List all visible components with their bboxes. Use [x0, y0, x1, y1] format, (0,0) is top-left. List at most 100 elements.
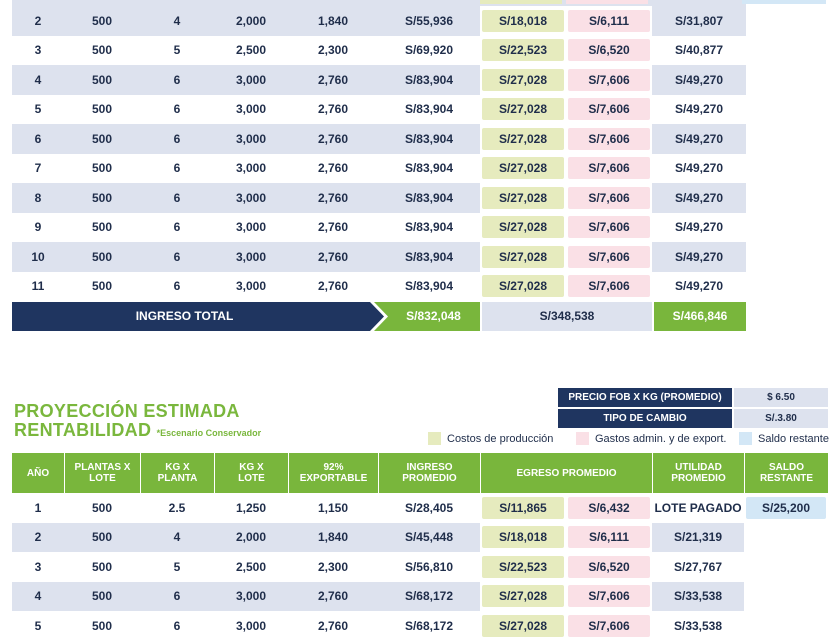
- table-cell: 3,000: [235, 618, 267, 633]
- subtitle: *Escenario Conservador: [156, 428, 262, 438]
- header-kg-planta-text: KG X PLANTA: [157, 462, 198, 484]
- table-cell: 6: [140, 242, 214, 272]
- table-cell: 9: [34, 220, 42, 235]
- table-cell: 2,760: [288, 581, 378, 611]
- table-cell: 3: [34, 559, 42, 574]
- costo-produccion-cell: S/27,028: [482, 157, 564, 180]
- gastos-cell: S/6,520: [568, 39, 650, 62]
- table-cell: S/83,904: [378, 183, 480, 213]
- table-cell: 500: [91, 279, 113, 294]
- header-plantas: PLANTAS X LOTE: [64, 453, 140, 493]
- egreso-cell: S/27,028: [480, 153, 566, 183]
- egreso-cell: S/7,606: [566, 271, 652, 301]
- table-cell: 5: [34, 102, 42, 117]
- saldo-cell: [744, 552, 829, 582]
- table-row: 2 500 4 2,000 1,840 S/45,448 S/18,018 S/6,111 S/…: [12, 522, 829, 552]
- info-value-fob: $ 6.50: [732, 388, 828, 409]
- table-cell: S/49,270: [652, 65, 746, 95]
- table-row: 1 500 2.5 1,250 1,150 S/28,405 S/11,865 S/6,432…: [12, 493, 829, 523]
- table-cell: 2.5: [168, 500, 186, 515]
- header-utilidad-text: UTILIDAD PROMEDIO: [671, 462, 726, 484]
- cut-cell-saldo: [742, 0, 826, 4]
- table-row: 3 500 5 2,500 2,300 S/56,810 S/22,523 S/6,520 S/…: [12, 552, 829, 582]
- table-cell: S/49,270: [674, 279, 724, 294]
- table-row: 4 500 6 3,000 2,760 S/68,172 S/27,028 S/7,606 S/…: [12, 581, 829, 611]
- table-row: 7 500 6 3,000 2,760 S/83,904 S/27,028 S/7,606 S/…: [12, 153, 746, 183]
- table-cell: S/83,904: [378, 65, 480, 95]
- table-cell: S/55,936: [378, 6, 480, 36]
- title-line-2: RENTABILIDAD *Escenario Conservador: [14, 421, 261, 443]
- legend-swatch-saldo: [739, 432, 752, 445]
- table-cell: 3: [34, 43, 42, 58]
- header-ingreso-text: INGRESO PROMEDIO: [402, 462, 457, 484]
- egreso-cell: S/27,028: [480, 581, 566, 611]
- egreso-cell: S/7,606: [566, 581, 653, 611]
- info-table: PRECIO FOB X KG (PROMEDIO) $ 6.50 TIPO D…: [558, 388, 828, 428]
- header-exportable-text: 92% EXPORTABLE: [299, 462, 368, 484]
- egreso-cell: S/27,028: [480, 212, 566, 242]
- table-cell: 500: [91, 43, 113, 58]
- gastos-cell: S/7,606: [568, 275, 650, 298]
- legend-swatch-gastos: [576, 432, 589, 445]
- costo-produccion-cell: S/27,028: [482, 585, 564, 608]
- egreso-cell: S/22,523: [480, 35, 566, 65]
- table-cell: 2,760: [317, 279, 349, 294]
- saldo-cell: [744, 581, 829, 611]
- table-cell: 500: [64, 183, 140, 213]
- table-cell: S/83,904: [404, 102, 454, 117]
- gastos-cell: S/7,606: [568, 245, 650, 268]
- table-cell: 3,000: [214, 242, 288, 272]
- table-cell: 6: [173, 618, 181, 633]
- egreso-cell: S/7,606: [566, 65, 652, 95]
- egreso-cell: S/27,028: [480, 65, 566, 95]
- title-line-1: PROYECCIÓN ESTIMADA: [14, 401, 240, 421]
- table-cell: 2,000: [214, 522, 288, 552]
- table-cell: 2,760: [288, 65, 378, 95]
- egreso-cell: S/7,606: [566, 212, 652, 242]
- egreso-cell: S/7,606: [566, 94, 652, 124]
- gastos-cell: S/6,432: [568, 496, 651, 519]
- table-row: 8 500 6 3,000 2,760 S/83,904 S/27,028 S/7,606 S/…: [12, 183, 746, 213]
- table-row: 3 500 5 2,500 2,300 S/69,920 S/22,523 S/6,520 S/…: [12, 35, 746, 65]
- header-exportable: 92% EXPORTABLE: [288, 453, 378, 493]
- legend-swatch-produccion: [428, 432, 441, 445]
- table-row: 4 500 6 3,000 2,760 S/83,904 S/27,028 S/7,606 S/…: [12, 65, 746, 95]
- costo-produccion-cell: S/22,523: [482, 555, 564, 578]
- table-cell: 3,000: [214, 124, 288, 154]
- total-label: INGRESO TOTAL: [135, 309, 234, 323]
- table-cell: 500: [64, 242, 140, 272]
- table-cell: 500: [91, 102, 113, 117]
- table-cell: S/40,877: [674, 43, 724, 58]
- table-cell: S/33,538: [652, 581, 745, 611]
- table-cell: S/69,920: [404, 43, 454, 58]
- egreso-cell: S/18,018: [480, 6, 566, 36]
- info-label-fob: PRECIO FOB X KG (PROMEDIO): [558, 388, 732, 409]
- table-cell: S/33,538: [673, 618, 723, 633]
- table-cell: 2,760: [317, 220, 349, 235]
- gastos-cell: S/7,606: [568, 186, 650, 209]
- total-egreso: S/348,538: [539, 309, 595, 323]
- total-utilidad: S/466,846: [672, 309, 728, 323]
- egreso-cell: S/27,028: [480, 271, 566, 301]
- saldo-cell: [744, 522, 829, 552]
- table-cell: 500: [64, 124, 140, 154]
- table-cell: 8: [12, 183, 64, 213]
- egreso-cell: S/27,028: [480, 242, 566, 272]
- table-cell: S/83,904: [404, 279, 454, 294]
- table-cell: S/49,270: [652, 124, 746, 154]
- total-arrow-shape: [12, 302, 746, 331]
- egreso-cell: S/7,606: [566, 242, 652, 272]
- table-cell: 1,150: [317, 500, 349, 515]
- egreso-cell: S/27,028: [480, 183, 566, 213]
- table-cell: 2: [12, 522, 64, 552]
- costo-produccion-cell: S/27,028: [482, 98, 564, 121]
- table-cell: 3,000: [235, 220, 267, 235]
- gastos-cell: S/7,606: [568, 585, 651, 608]
- table-cell: 1: [34, 500, 42, 515]
- costo-produccion-cell: S/18,018: [482, 9, 564, 32]
- table-row: 5 500 6 3,000 2,760 S/83,904 S/27,028 S/7,606 S/…: [12, 94, 746, 124]
- legend-saldo: Saldo restante: [739, 432, 829, 445]
- info-value-cambio: S/.3.80: [732, 409, 828, 428]
- table-cell: S/83,904: [378, 242, 480, 272]
- gastos-cell: S/7,606: [568, 68, 650, 91]
